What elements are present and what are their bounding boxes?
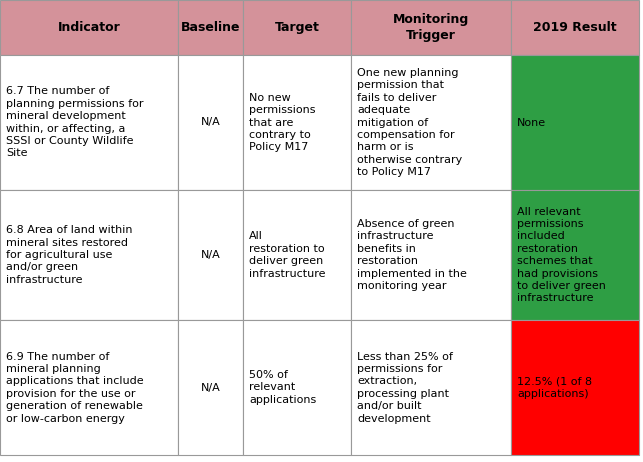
Bar — [243, 320, 351, 455]
Bar — [351, 190, 511, 320]
Text: Baseline: Baseline — [181, 21, 240, 34]
Text: None: None — [517, 117, 546, 128]
Text: All relevant
permissions
included
restoration
schemes that
had provisions
to del: All relevant permissions included restor… — [517, 207, 606, 304]
Text: All
restoration to
deliver green
infrastructure: All restoration to deliver green infrast… — [249, 231, 325, 279]
Bar — [178, 0, 243, 55]
Bar — [351, 0, 511, 55]
Text: Absence of green
infrastructure
benefits in
restoration
implemented in the
monit: Absence of green infrastructure benefits… — [357, 219, 467, 291]
Bar — [178, 190, 243, 320]
Text: Indicator: Indicator — [58, 21, 120, 34]
Text: N/A: N/A — [201, 250, 221, 260]
Bar — [0, 320, 178, 455]
Bar — [511, 0, 639, 55]
Bar — [511, 190, 639, 320]
Text: One new planning
permission that
fails to deliver
adequate
mitigation of
compens: One new planning permission that fails t… — [357, 68, 462, 177]
Text: 50% of
relevant
applications: 50% of relevant applications — [249, 370, 316, 405]
Bar — [511, 320, 639, 455]
Text: No new
permissions
that are
contrary to
Policy M17: No new permissions that are contrary to … — [249, 93, 316, 152]
Bar — [243, 0, 351, 55]
Bar — [243, 190, 351, 320]
Text: 2019 Result: 2019 Result — [533, 21, 617, 34]
Bar — [0, 55, 178, 190]
Text: 6.8 Area of land within
mineral sites restored
for agricultural use
and/or green: 6.8 Area of land within mineral sites re… — [6, 225, 132, 285]
Bar — [243, 55, 351, 190]
Bar — [0, 0, 178, 55]
Bar — [0, 190, 178, 320]
Bar — [178, 320, 243, 455]
Text: Monitoring
Trigger: Monitoring Trigger — [393, 13, 469, 42]
Text: Less than 25% of
permissions for
extraction,
processing plant
and/or built
devel: Less than 25% of permissions for extract… — [357, 352, 453, 424]
Text: 12.5% (1 of 8
applications): 12.5% (1 of 8 applications) — [517, 377, 592, 399]
Text: N/A: N/A — [201, 383, 221, 393]
Bar — [351, 320, 511, 455]
Text: 6.9 The number of
mineral planning
applications that include
provision for the u: 6.9 The number of mineral planning appli… — [6, 352, 143, 424]
Bar — [178, 55, 243, 190]
Text: 6.7 The number of
planning permissions for
mineral development
within, or affect: 6.7 The number of planning permissions f… — [6, 86, 143, 158]
Bar — [511, 55, 639, 190]
Bar — [351, 55, 511, 190]
Text: N/A: N/A — [201, 117, 221, 128]
Text: Target: Target — [275, 21, 320, 34]
